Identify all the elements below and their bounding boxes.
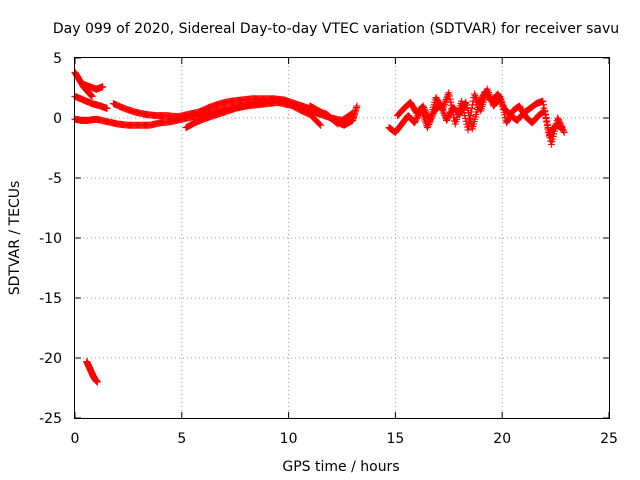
data-point xyxy=(93,378,101,386)
data-point xyxy=(103,104,111,112)
data-point xyxy=(353,102,361,110)
y-tick-label: -15 xyxy=(39,291,62,307)
data-point xyxy=(423,124,431,132)
data-point xyxy=(422,110,430,118)
data-point xyxy=(542,114,550,122)
data-point xyxy=(543,120,551,128)
y-tick-label: -20 xyxy=(39,351,62,367)
data-point xyxy=(473,97,481,105)
data-point xyxy=(472,93,480,101)
data-point xyxy=(560,128,568,136)
x-tick-label: 0 xyxy=(71,431,80,447)
data-point xyxy=(423,111,431,119)
data-point xyxy=(424,122,432,130)
data-point xyxy=(99,83,107,91)
data-point xyxy=(468,104,476,112)
data-point xyxy=(484,87,492,95)
data-point xyxy=(464,126,472,134)
data-point xyxy=(448,104,456,112)
data-point xyxy=(495,93,503,101)
data-point xyxy=(471,92,479,100)
series-track-f xyxy=(182,96,325,132)
data-point xyxy=(445,92,453,100)
x-axis-label: GPS time / hours xyxy=(282,459,399,475)
data-point xyxy=(447,98,455,106)
tick-labels: 0 5 10 15 20 25 5 0 -5 -10 -15 -20 -25 xyxy=(39,51,618,447)
data-point xyxy=(465,119,473,127)
data-point xyxy=(421,107,429,115)
data-point xyxy=(441,99,449,107)
data-point xyxy=(439,104,447,112)
data-point xyxy=(486,94,494,102)
series-track-d xyxy=(71,92,111,112)
data-point xyxy=(316,120,324,128)
data-point xyxy=(465,122,473,130)
series-track-h xyxy=(83,358,101,386)
data-point xyxy=(539,101,547,109)
series-track-g xyxy=(306,102,361,129)
data-point xyxy=(466,115,474,123)
data-point xyxy=(440,101,448,109)
data-point xyxy=(449,108,457,116)
data-point xyxy=(467,112,475,120)
data-point xyxy=(483,85,491,93)
plot-frame xyxy=(74,57,610,419)
y-tick-label: -25 xyxy=(39,411,62,427)
data-point xyxy=(420,104,428,112)
data-point xyxy=(541,107,549,115)
data-point xyxy=(446,95,454,103)
data-point xyxy=(542,110,550,118)
data-point xyxy=(467,108,475,116)
x-tick-label: 20 xyxy=(493,431,511,447)
y-tick-label: 0 xyxy=(53,111,62,127)
data-point xyxy=(472,95,480,103)
data-point xyxy=(470,90,478,98)
data-points xyxy=(71,68,568,386)
data-point xyxy=(485,90,493,98)
data-point xyxy=(440,102,448,110)
chart-title: Day 099 of 2020, Sidereal Day-to-day VTE… xyxy=(53,21,619,37)
data-point xyxy=(422,108,430,116)
data-point xyxy=(419,102,427,110)
series-track-c xyxy=(80,80,107,93)
data-point xyxy=(317,121,325,129)
x-tick-label: 5 xyxy=(177,431,186,447)
y-tick-label: 5 xyxy=(53,51,62,67)
data-point xyxy=(445,89,453,97)
data-point xyxy=(539,97,547,105)
data-point xyxy=(487,95,495,103)
data-point xyxy=(543,117,551,125)
y-tick-label: -5 xyxy=(48,171,62,187)
series-track-b xyxy=(71,68,96,100)
y-axis-label: SDTVAR / TECUs xyxy=(7,181,23,296)
x-tick-label: 10 xyxy=(280,431,298,447)
x-tick-label: 15 xyxy=(386,431,404,447)
series-track-j xyxy=(394,85,568,148)
data-point xyxy=(88,92,96,100)
y-tick-label: -10 xyxy=(39,231,62,247)
data-point xyxy=(447,101,455,109)
data-point xyxy=(469,101,477,109)
data-point xyxy=(444,90,452,98)
data-point xyxy=(438,106,446,114)
data-point xyxy=(560,127,568,135)
x-tick-label: 25 xyxy=(600,431,618,447)
data-point xyxy=(420,105,428,113)
data-point xyxy=(485,89,493,97)
data-point xyxy=(486,92,494,100)
data-point xyxy=(544,124,552,132)
data-point xyxy=(442,97,450,105)
